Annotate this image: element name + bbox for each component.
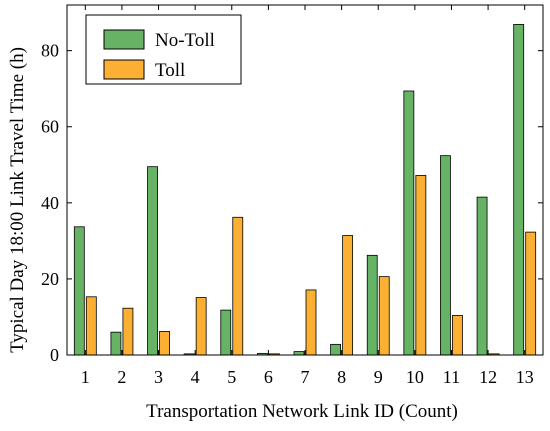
bar-no-toll-3 — [147, 166, 158, 356]
x-tick-label: 5 — [227, 367, 236, 387]
x-axis: 1 2 3 4 5 6 7 8 9 10 11 12 13 — [81, 5, 534, 387]
legend-swatch-toll — [103, 59, 145, 80]
bar-toll-13 — [525, 231, 537, 356]
x-axis-title: Transportation Network Link ID (Count) — [146, 401, 458, 422]
bar-toll-3 — [159, 331, 170, 356]
bar-toll-5 — [232, 216, 244, 356]
x-tick-label: 8 — [337, 367, 346, 387]
y-tick-label: 0 — [50, 345, 59, 365]
bar-toll-10 — [415, 175, 427, 356]
bar-toll-7 — [305, 289, 317, 356]
y-axis-title: Typical Day 18:00 Link Travel Time (h) — [7, 47, 28, 353]
legend-swatch-no-toll — [103, 29, 145, 50]
bars-layer — [73, 24, 537, 356]
x-tick-label: 1 — [81, 367, 90, 387]
bar-no-toll-2 — [110, 331, 122, 356]
y-tick-label: 20 — [41, 269, 59, 289]
x-tick-label: 3 — [154, 367, 163, 387]
y-tick-label: 60 — [41, 117, 59, 137]
x-tick-label: 11 — [443, 367, 460, 387]
bar-no-toll-11 — [440, 155, 451, 356]
bar-toll-9 — [378, 276, 390, 356]
x-tick-label: 10 — [406, 367, 424, 387]
bar-toll-11 — [452, 315, 463, 356]
y-axis: 0 20 40 60 80 — [41, 41, 543, 365]
x-tick-label: 12 — [479, 367, 497, 387]
bar-toll-1 — [85, 296, 97, 356]
bar-no-toll-7 — [293, 351, 305, 356]
bar-toll-8 — [342, 235, 354, 356]
bar-no-toll-5 — [220, 309, 232, 356]
x-tick-label: 4 — [191, 367, 200, 387]
bar-no-toll-9 — [366, 254, 378, 356]
y-tick-label: 40 — [41, 193, 59, 213]
y-tick-label: 80 — [41, 41, 59, 61]
x-tick-label: 2 — [117, 367, 126, 387]
bar-no-toll-10 — [403, 90, 415, 356]
bar-no-toll-13 — [513, 24, 525, 356]
x-tick-label: 9 — [374, 367, 383, 387]
legend: No-Toll Toll — [85, 14, 242, 85]
bar-no-toll-12 — [476, 196, 488, 356]
legend-label-toll: Toll — [155, 60, 185, 81]
x-tick-label: 13 — [516, 367, 534, 387]
bar-toll-2 — [122, 307, 134, 356]
bar-no-toll-1 — [73, 226, 85, 356]
bar-no-toll-8 — [330, 343, 342, 356]
x-tick-label: 7 — [301, 367, 310, 387]
bar-toll-4 — [195, 297, 207, 356]
legend-label-no-toll: No-Toll — [155, 30, 215, 51]
x-tick-label: 6 — [264, 367, 273, 387]
